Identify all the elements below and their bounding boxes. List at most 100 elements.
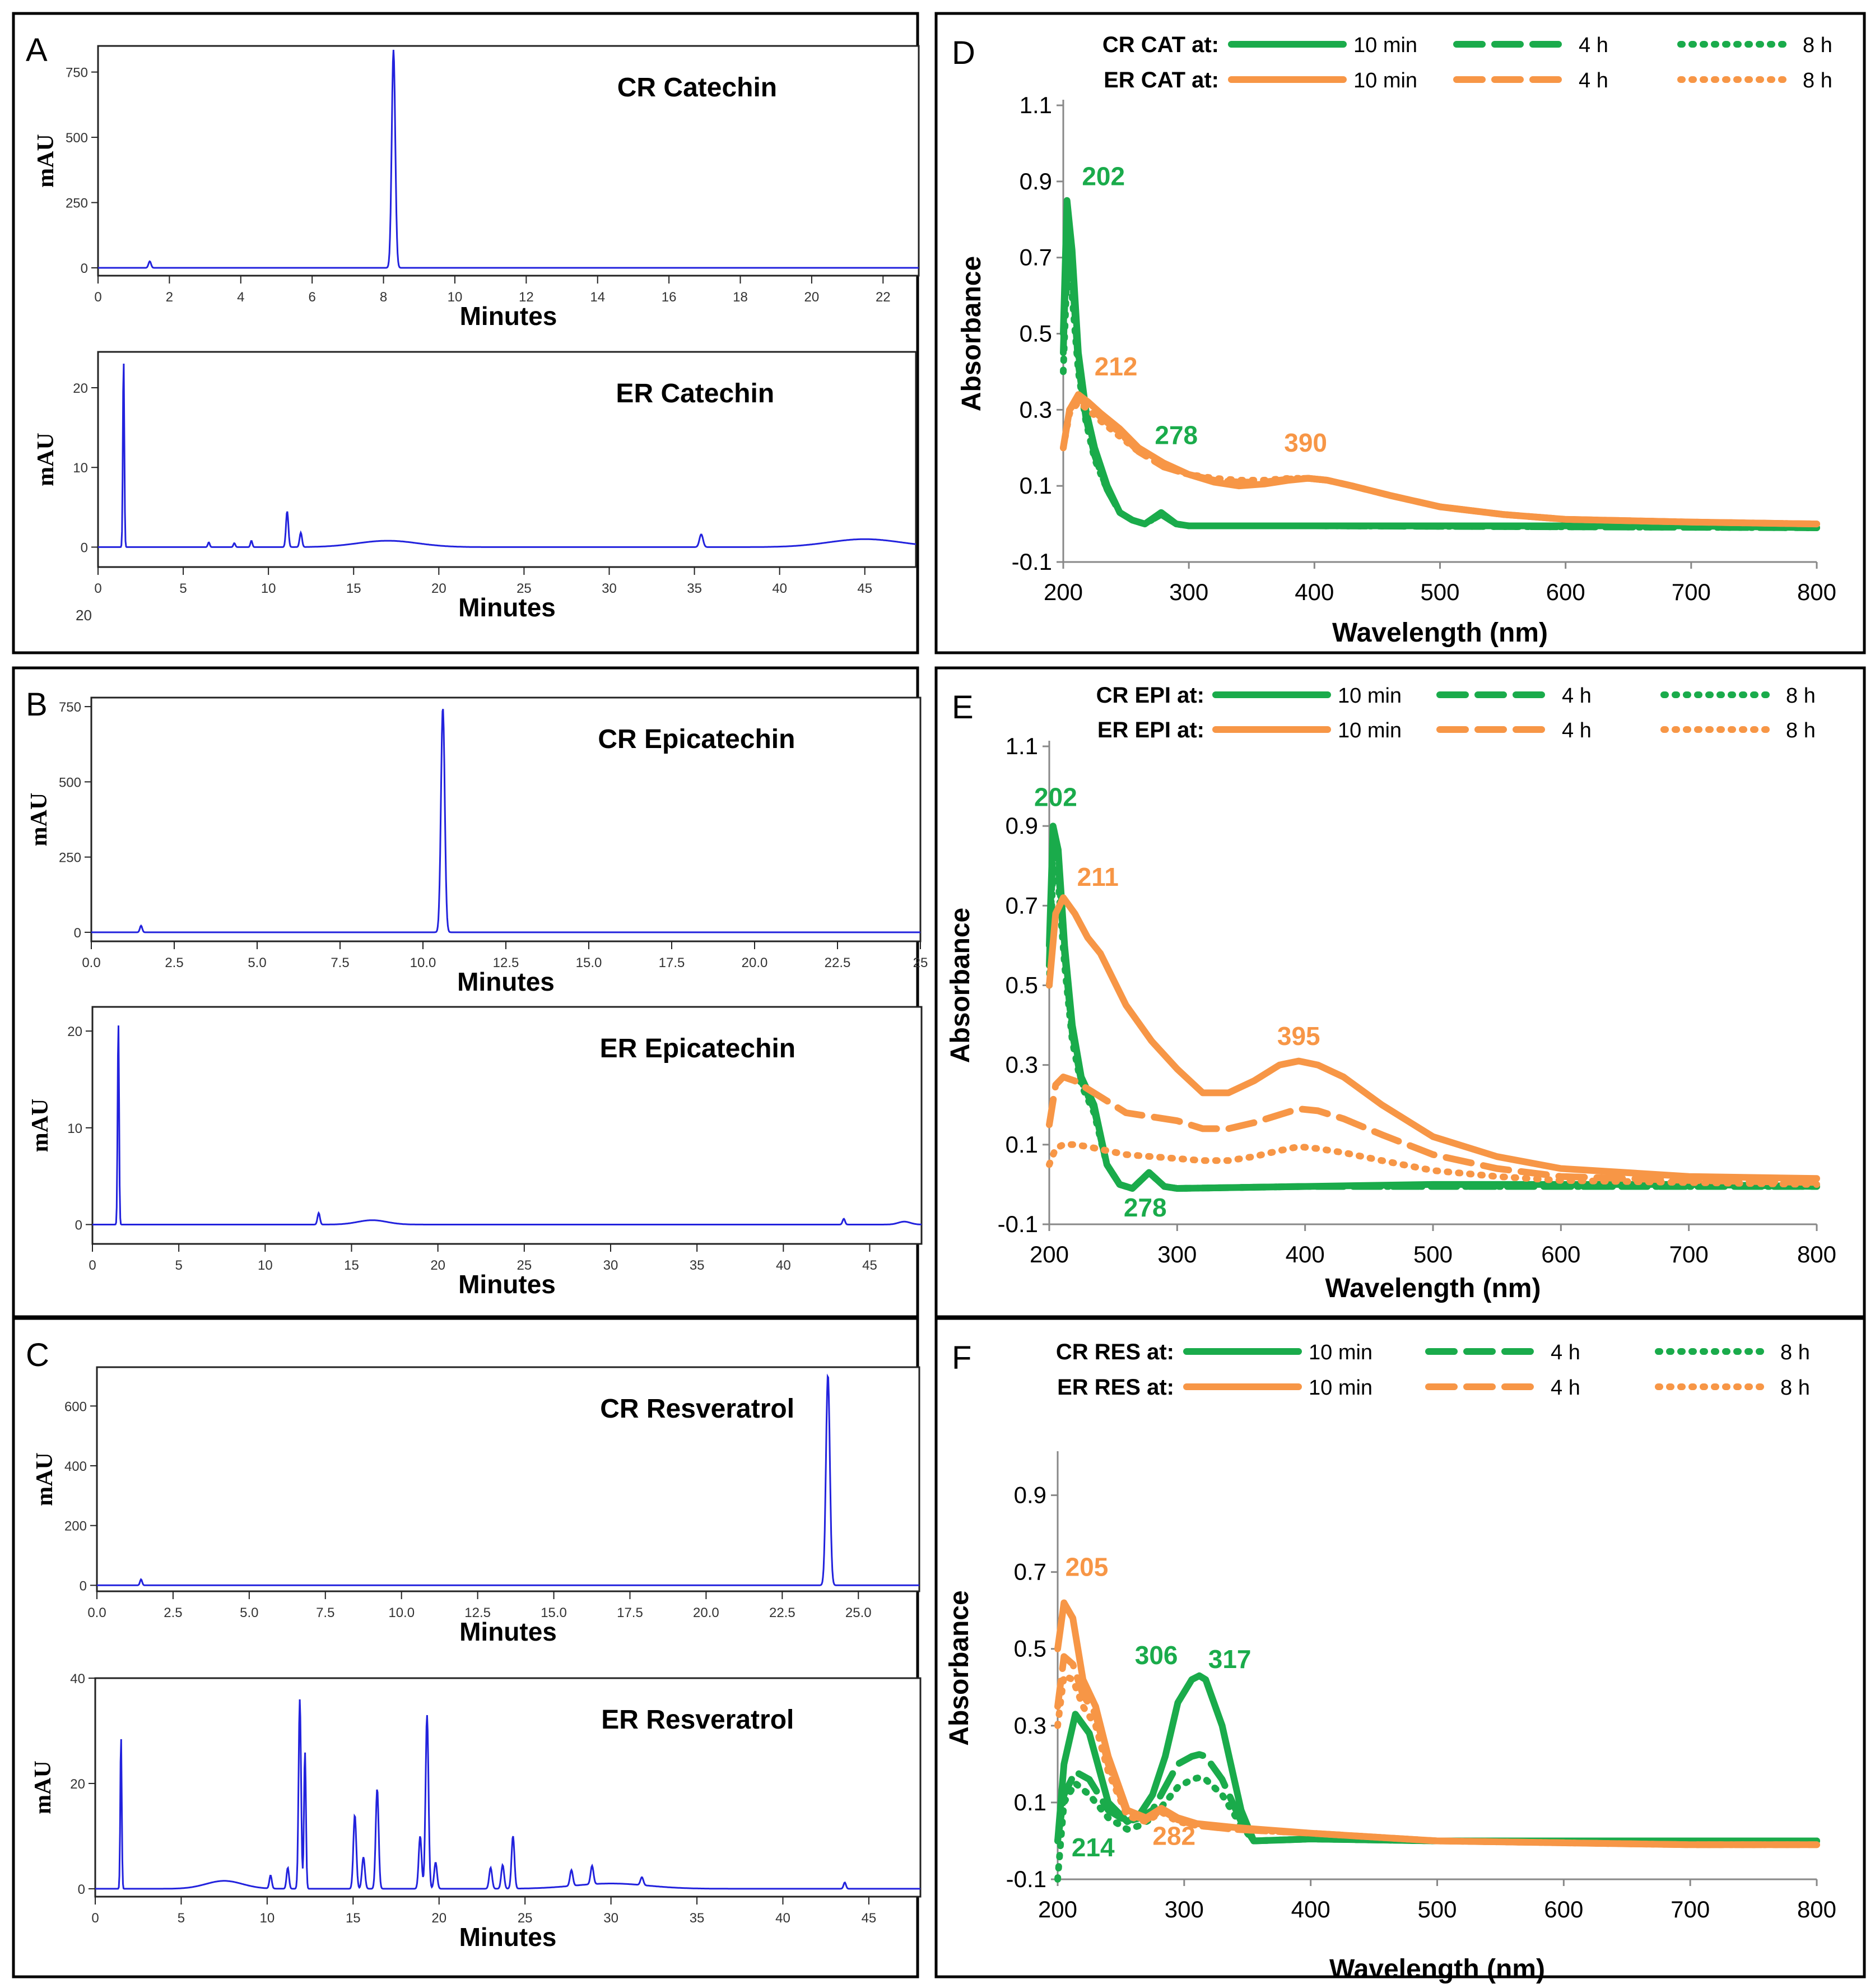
x-tick-label: 10 xyxy=(448,290,463,305)
x-tick-label: 0 xyxy=(94,581,101,596)
y-tick-label: 1.1 xyxy=(1020,92,1052,118)
x-tick-label: 22.5 xyxy=(825,955,851,970)
chromatogram-b-1: 0.0 2.5 5.0 7.5 10.0 12.5 15.0 17.5 20.0 22.5 2502… xyxy=(26,696,928,996)
x-tick-label: 500 xyxy=(1417,1896,1457,1922)
subplot-title: ER Catechin xyxy=(616,379,774,408)
x-tick-label: 200 xyxy=(1044,579,1083,605)
x-tick-label: 35 xyxy=(687,581,702,596)
x-tick-label: 7.5 xyxy=(316,1605,334,1620)
x-tick-label: 200 xyxy=(1030,1241,1069,1267)
x-tick-label: 300 xyxy=(1157,1241,1197,1267)
y-tick-label: 400 xyxy=(64,1459,87,1474)
x-tick-label: 16 xyxy=(662,290,677,305)
y-tick-label: 1.1 xyxy=(1006,733,1038,759)
panel-frame-c xyxy=(12,1317,919,1978)
subplot-title: CR Epicatechin xyxy=(598,724,795,754)
chromatogram-a-1: 0 2 4 6 8 10 12 14 16 18 20 22 0 250 500 750 Minutes mAU C… xyxy=(33,45,920,331)
x-tick-label: 30 xyxy=(602,581,617,596)
chromatogram-c-1: 0.0 2.5 5.0 7.5 10.0 12.5 15.0 17.5 20.0 22.5 25.0… xyxy=(32,1366,920,1646)
x-tick-label: 35 xyxy=(690,1911,705,1926)
x-tick-label: 700 xyxy=(1669,1241,1709,1267)
x-tick-label: 0.0 xyxy=(82,955,100,970)
series-line-dot xyxy=(1046,862,1820,1192)
spectrum-panel-e: E 200 300 400 500 600 700 800 -0.1 0.1 0.3 0.5 0.7 0.… xyxy=(946,683,1836,1303)
x-tick-label: 15.0 xyxy=(576,955,602,970)
y-tick-label: 0.5 xyxy=(1020,321,1052,347)
x-tick-label: 400 xyxy=(1295,579,1334,605)
y-tick-label: 0.9 xyxy=(1014,1482,1046,1508)
series-line-solid xyxy=(1060,197,1820,531)
panel-label-e: E xyxy=(952,689,974,726)
y-tick-label: 600 xyxy=(64,1399,87,1414)
plot-frame xyxy=(90,696,922,942)
x-tick-label: 25 xyxy=(517,581,532,596)
y-axis-label: Absorbance xyxy=(945,1590,974,1745)
x-tick-label: 15 xyxy=(346,1911,361,1926)
x-tick-label: 20.0 xyxy=(742,955,768,970)
chromatogram-trace xyxy=(92,1025,922,1225)
x-tick-label: 20 xyxy=(431,1911,446,1926)
y-tick-label: 0.3 xyxy=(1014,1712,1046,1739)
x-axis-label: Minutes xyxy=(459,1617,557,1646)
panel-frame-e xyxy=(934,666,1866,1318)
x-tick-label: 800 xyxy=(1797,1896,1836,1922)
legend-time-label: 8 h xyxy=(1786,719,1816,742)
x-tick-label: 30 xyxy=(603,1911,618,1926)
x-axis-label: Wavelength (nm) xyxy=(1325,1274,1541,1303)
panel-label-b: B xyxy=(26,686,48,723)
legend-row-label: CR CAT at: xyxy=(1102,32,1219,57)
x-tick-label: 20 xyxy=(431,581,446,596)
x-tick-label: 22 xyxy=(876,290,891,305)
y-tick-label: 10 xyxy=(73,461,88,476)
x-tick-label: 2 xyxy=(166,290,173,305)
x-tick-label: 30 xyxy=(603,1258,618,1273)
y-tick-label: 0.1 xyxy=(1006,1131,1038,1158)
subplot-title: ER Epicatechin xyxy=(600,1034,795,1063)
y-tick-label: 0 xyxy=(80,1578,87,1594)
x-tick-label: 400 xyxy=(1286,1241,1325,1267)
x-axis-label: Minutes xyxy=(458,1270,556,1299)
chromatogram-trace xyxy=(91,709,920,933)
peak-annotation: 212 xyxy=(1095,352,1138,381)
x-tick-label: 10.0 xyxy=(410,955,436,970)
y-axis-label: mAU xyxy=(26,793,52,847)
x-tick-label: 400 xyxy=(1291,1896,1330,1922)
plot-frame xyxy=(97,45,920,277)
x-tick-label: 6 xyxy=(308,290,315,305)
chromatogram-c-2: 0 5 10 15 20 25 30 35 40 45 0 20 40 Minutes mAU ER Resv… xyxy=(30,1671,922,1952)
x-tick-label: 25.0 xyxy=(845,1605,872,1620)
series-line-dot xyxy=(1060,269,1820,531)
legend-time-label: 10 min xyxy=(1353,34,1417,57)
legend-time-label: 4 h xyxy=(1562,719,1592,742)
panel-label-a: A xyxy=(26,32,48,68)
y-tick-label: 0 xyxy=(81,540,88,555)
x-tick-label: 10 xyxy=(258,1258,273,1273)
chromatogram-trace xyxy=(98,363,916,548)
x-tick-label: 600 xyxy=(1546,579,1585,605)
x-tick-label: 800 xyxy=(1797,1241,1836,1267)
x-tick-label: 10.0 xyxy=(388,1605,415,1620)
y-tick-label: 0.5 xyxy=(1006,972,1038,998)
y-tick-label: 0.7 xyxy=(1014,1559,1046,1585)
subplot-title: CR Catechin xyxy=(617,73,777,103)
x-axis-label: Minutes xyxy=(459,1922,557,1952)
plot-frame xyxy=(96,1366,920,1592)
x-tick-label: 22.5 xyxy=(769,1605,795,1620)
x-tick-label: 25 xyxy=(913,955,928,970)
x-tick-label: 40 xyxy=(775,1911,790,1926)
series-line-dot xyxy=(1046,1141,1820,1188)
x-axis-label: Minutes xyxy=(457,967,555,996)
x-axis-label: Wavelength (nm) xyxy=(1329,1954,1545,1984)
y-tick-label: 0.3 xyxy=(1020,396,1052,422)
legend-time-label: 10 min xyxy=(1309,1376,1372,1400)
x-tick-label: 17.5 xyxy=(617,1605,643,1620)
y-tick-label: 20 xyxy=(70,1777,85,1792)
x-tick-label: 300 xyxy=(1165,1896,1204,1922)
legend-time-label: 8 h xyxy=(1780,1376,1810,1400)
legend-time-label: 4 h xyxy=(1562,684,1592,708)
panel-frame-b xyxy=(12,666,919,1318)
series-line-solid xyxy=(1046,894,1820,1182)
x-tick-label: 25 xyxy=(517,1258,532,1273)
x-tick-label: 5 xyxy=(178,1911,185,1926)
y-axis-label: Absorbance xyxy=(946,908,975,1063)
